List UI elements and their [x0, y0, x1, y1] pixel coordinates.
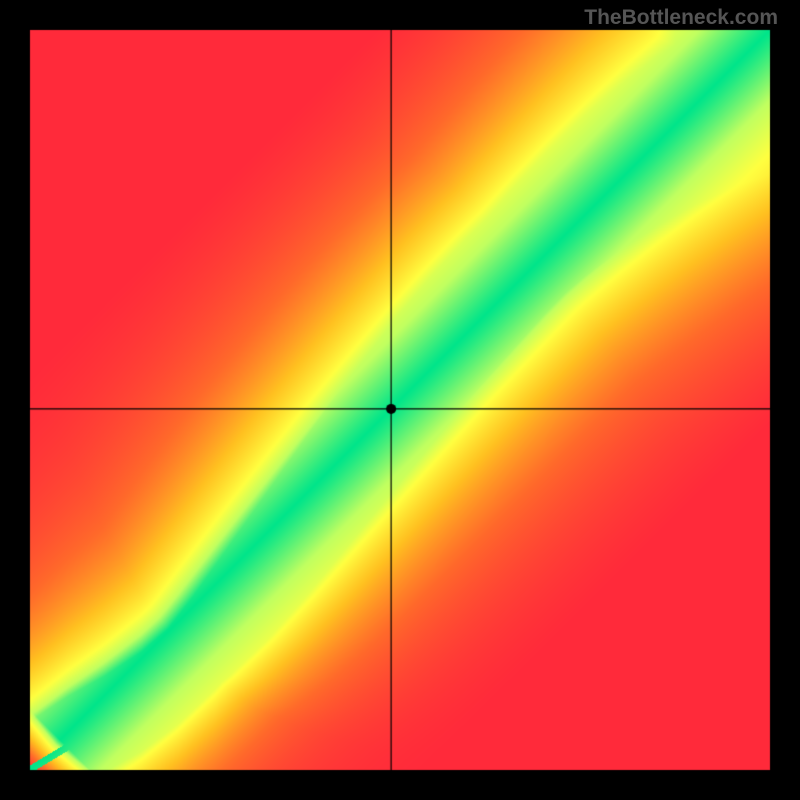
watermark-label: TheBottleneck.com [584, 6, 778, 30]
bottleneck-heatmap-canvas [0, 0, 800, 800]
bottleneck-heatmap-container: TheBottleneck.com [0, 0, 800, 800]
